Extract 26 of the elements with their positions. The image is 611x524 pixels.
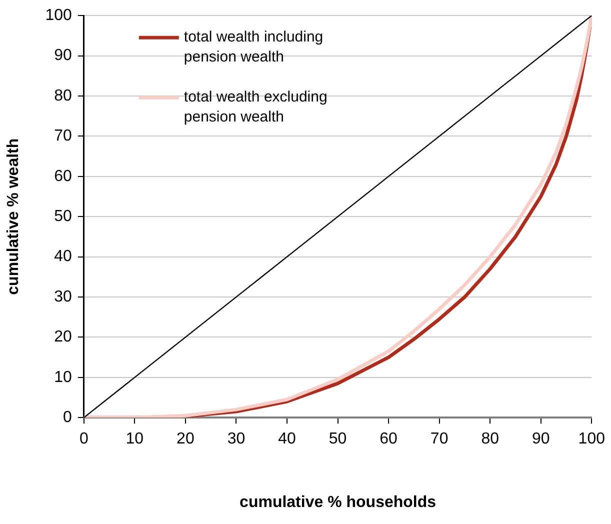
x-tick-label: 30: [227, 430, 246, 448]
x-axis-title: cumulative % households: [240, 494, 436, 511]
y-tick-label: 100: [45, 7, 72, 24]
x-tick-label: 40: [278, 430, 296, 448]
y-tick-label: 10: [54, 368, 72, 386]
x-tick-label: 90: [532, 430, 550, 448]
y-tick-label: 50: [54, 208, 72, 226]
y-tick-label: 20: [54, 328, 72, 346]
x-tick-label: 0: [79, 430, 88, 448]
legend-label: total wealth excluding pension wealth: [184, 88, 328, 126]
y-tick-label: 60: [54, 168, 72, 185]
x-tick-label: 50: [328, 430, 347, 448]
y-tick-label: 80: [54, 87, 72, 104]
y-tick-label: 0: [62, 409, 72, 426]
x-tick-label: 10: [126, 430, 144, 448]
x-tick-label: 100: [578, 430, 606, 448]
x-tick-label: 80: [481, 430, 500, 448]
y-tick-label: 40: [54, 248, 72, 266]
x-tick-label: 20: [176, 430, 194, 448]
y-tick-label: 90: [54, 47, 72, 64]
y-axis-title: cumulative % wealth: [5, 138, 22, 295]
legend-label: total wealth including pension wealth: [184, 28, 324, 66]
x-tick-label: 70: [430, 430, 448, 448]
y-tick-label: 30: [54, 288, 72, 306]
x-tick-label: 60: [380, 430, 398, 448]
y-tick-label: 70: [54, 128, 72, 145]
